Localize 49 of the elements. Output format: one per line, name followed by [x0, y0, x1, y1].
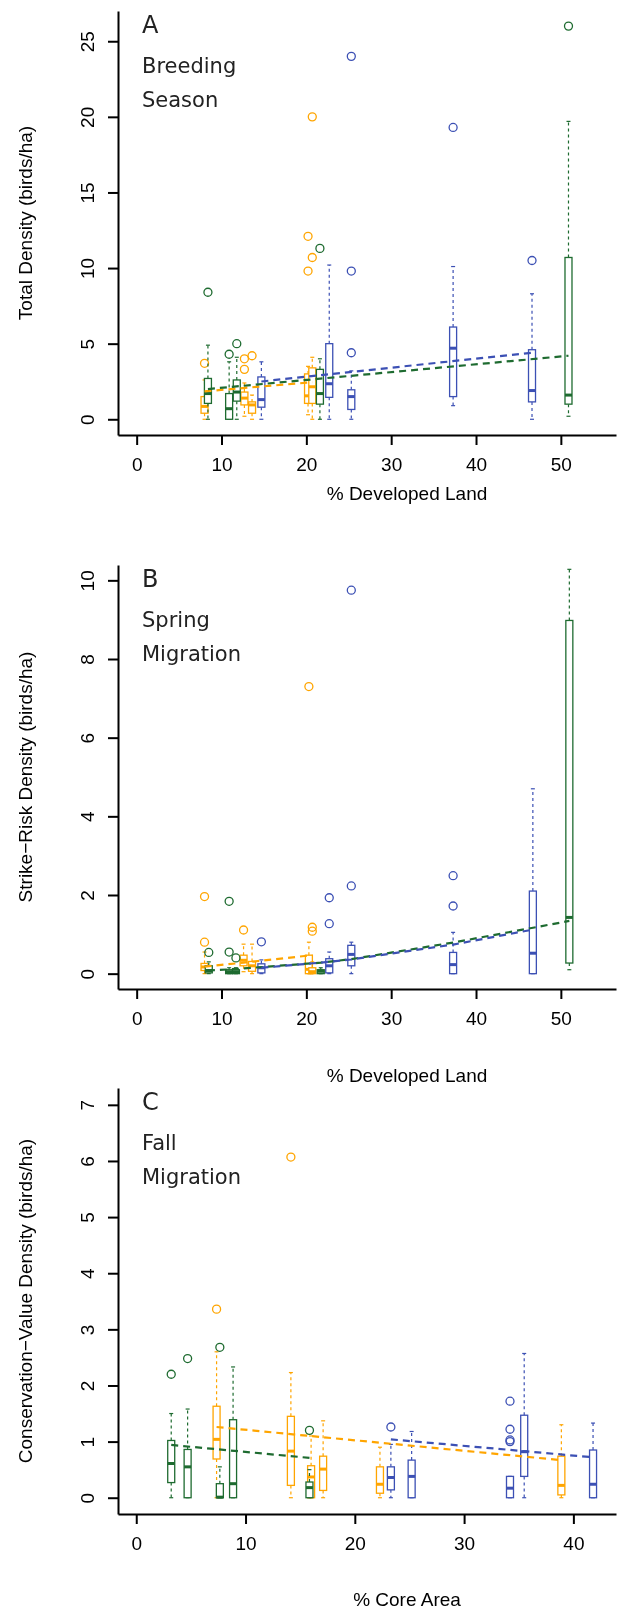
y-tick-label: 6	[77, 732, 98, 744]
y-tick-label: 15	[77, 182, 98, 204]
annotation: Spring Migration	[142, 608, 242, 666]
x-axis-title: % Core Area	[353, 1589, 462, 1610]
y-axis-title: Strike−Risk Density (birds/ha)	[15, 651, 36, 903]
x-tick-label: 0	[131, 453, 143, 475]
x-tick-label: 30	[381, 453, 403, 475]
x-tick-label: 40	[465, 453, 488, 475]
x-tick-label: 0	[131, 1007, 143, 1029]
y-tick-label: 1	[77, 1436, 98, 1448]
x-tick-label: 10	[235, 1532, 257, 1554]
y-tick-label: 7	[77, 1100, 98, 1111]
annotation: C	[142, 1088, 159, 1116]
y-tick-label: 25	[77, 31, 98, 53]
x-tick-label: 30	[454, 1532, 476, 1554]
x-tick-label: 30	[381, 1007, 403, 1029]
x-tick-label: 10	[211, 453, 233, 475]
y-tick-label: 3	[77, 1324, 98, 1336]
y-tick-label: 20	[77, 106, 98, 128]
y-tick-label: 10	[77, 257, 98, 280]
y-tick-label: 5	[77, 338, 98, 350]
annotation: A	[142, 11, 159, 39]
y-tick-label: 0	[77, 968, 98, 980]
y-tick-label: 4	[77, 1268, 98, 1280]
x-tick-label: 20	[344, 1532, 366, 1554]
annotation: Breeding Season	[142, 54, 237, 112]
y-axis-title: Total Density (birds/ha)	[15, 125, 36, 321]
y-tick-label: 10	[77, 570, 98, 592]
annotation: Fall Migration	[142, 1131, 242, 1189]
x-tick-label: 20	[296, 1007, 318, 1029]
y-tick-label: 0	[77, 414, 98, 426]
x-tick-label: 0	[131, 1532, 143, 1554]
x-tick-label: 10	[211, 1007, 233, 1029]
y-tick-label: 2	[77, 890, 98, 901]
x-tick-label: 40	[563, 1532, 585, 1554]
annotation: B	[142, 565, 159, 593]
x-tick-label: 40	[465, 1007, 488, 1029]
x-tick-label: 20	[296, 453, 318, 475]
x-axis-title: % Developed Land	[326, 1065, 488, 1086]
y-tick-label: 6	[77, 1156, 98, 1167]
y-tick-label: 8	[77, 654, 98, 665]
y-tick-label: 2	[77, 1380, 98, 1392]
x-axis-title: % Developed Land	[326, 483, 488, 504]
y-tick-label: 0	[77, 1492, 98, 1504]
x-tick-label: 50	[550, 453, 572, 475]
y-axis-title: Conservation−Value Density (birds/ha)	[15, 1138, 36, 1464]
x-tick-label: 50	[550, 1007, 572, 1029]
y-tick-label: 5	[77, 1212, 98, 1223]
y-tick-label: 4	[77, 811, 98, 823]
